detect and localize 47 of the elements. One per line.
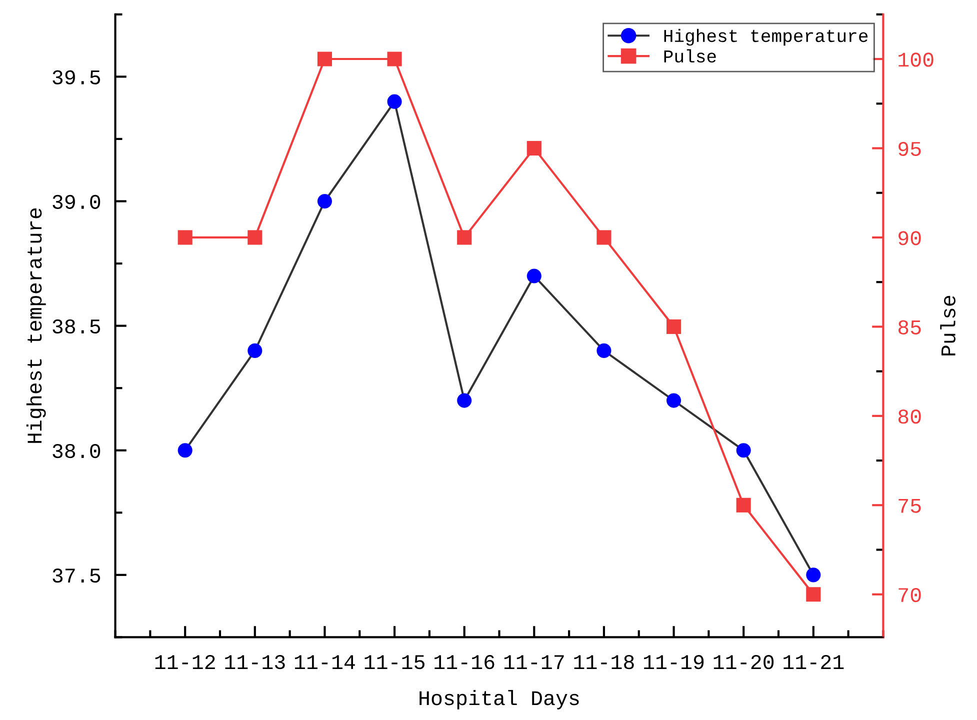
y2-axis-title: Pulse bbox=[940, 296, 956, 356]
y-tick-label: 38.5 bbox=[52, 319, 100, 334]
y2-tick-label: 75 bbox=[898, 498, 921, 513]
x-tick-label: 11-20 bbox=[714, 655, 774, 670]
y2-tick-label: 95 bbox=[898, 142, 921, 156]
point bbox=[317, 52, 332, 66]
y-tick-label: 39.5 bbox=[52, 70, 100, 84]
x-tick-label: 11-13 bbox=[225, 655, 285, 670]
point bbox=[317, 194, 332, 209]
point bbox=[526, 140, 542, 156]
point bbox=[248, 230, 262, 245]
x-tick-label: 11-19 bbox=[644, 655, 704, 670]
x-tick-label: 11-18 bbox=[574, 655, 634, 670]
point bbox=[387, 52, 402, 66]
x-tick-label: 11-14 bbox=[294, 655, 355, 669]
point bbox=[736, 443, 751, 458]
y2-tick-label: 100 bbox=[898, 52, 934, 67]
point bbox=[666, 319, 682, 334]
point bbox=[178, 230, 192, 245]
x-tick-label: 11-17 bbox=[504, 655, 564, 669]
y-axis-title: Highest temperature bbox=[26, 208, 46, 443]
legend-label: Pulse bbox=[664, 49, 716, 63]
point bbox=[596, 343, 612, 358]
y2-tick-label: 90 bbox=[898, 231, 921, 246]
point bbox=[387, 94, 402, 109]
point bbox=[526, 268, 542, 284]
y2-tick-label: 80 bbox=[898, 410, 921, 424]
y-tick-label: 38.0 bbox=[52, 444, 100, 458]
point bbox=[248, 343, 262, 358]
x-tick-label: 11-16 bbox=[434, 655, 494, 670]
x-tick-label: 11-21 bbox=[784, 655, 844, 669]
x-tick-label: 11-12 bbox=[155, 655, 215, 669]
point bbox=[178, 443, 192, 458]
y-tick-label: 39.0 bbox=[52, 194, 100, 209]
point bbox=[596, 230, 612, 245]
point bbox=[666, 393, 682, 408]
x-tick-label: 11-15 bbox=[364, 655, 424, 670]
x-axis-title: Hospital Days bbox=[420, 690, 579, 710]
y2-tick-label: 85 bbox=[898, 320, 921, 334]
point bbox=[457, 230, 472, 245]
y-tick-label: 37.5 bbox=[52, 568, 100, 583]
point bbox=[736, 498, 751, 512]
point bbox=[457, 393, 472, 408]
point bbox=[806, 587, 821, 602]
y2-tick-label: 70 bbox=[898, 588, 921, 602]
legend-label: Highest temperature bbox=[664, 28, 868, 46]
point bbox=[806, 568, 821, 582]
